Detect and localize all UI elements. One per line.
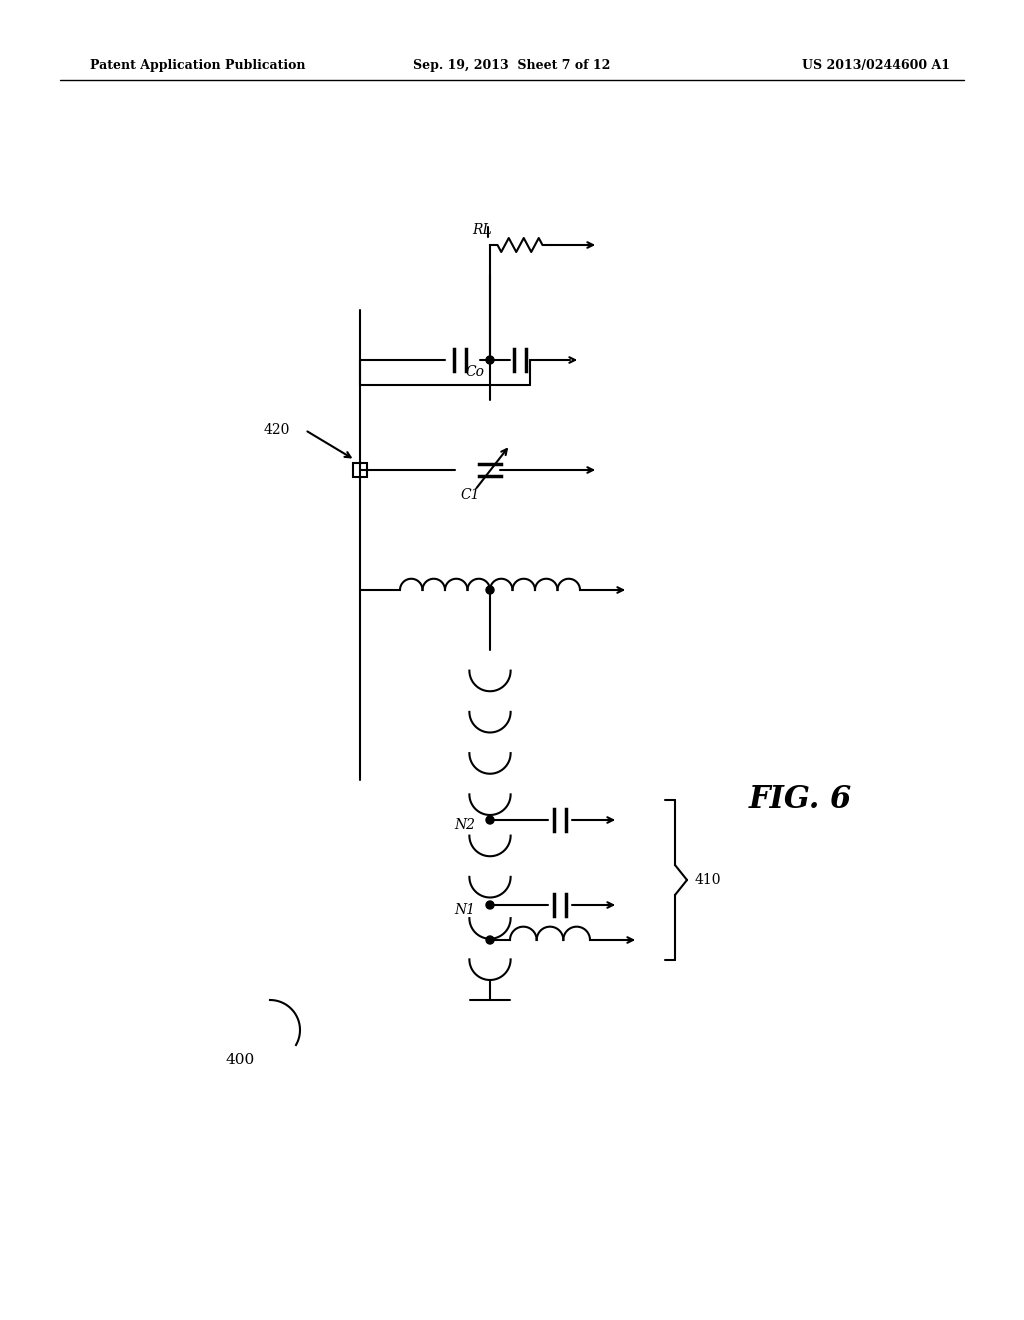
Text: FIG. 6: FIG. 6	[749, 784, 852, 816]
Text: 420: 420	[263, 422, 290, 437]
Circle shape	[486, 936, 494, 944]
Text: Patent Application Publication: Patent Application Publication	[90, 58, 305, 71]
Text: US 2013/0244600 A1: US 2013/0244600 A1	[802, 58, 950, 71]
Text: RL: RL	[472, 223, 492, 238]
Text: Sep. 19, 2013  Sheet 7 of 12: Sep. 19, 2013 Sheet 7 of 12	[414, 58, 610, 71]
Text: 410: 410	[695, 873, 722, 887]
Circle shape	[486, 356, 494, 364]
Text: C1: C1	[460, 488, 480, 502]
Circle shape	[486, 586, 494, 594]
Text: 400: 400	[225, 1053, 255, 1067]
Text: N1: N1	[454, 903, 475, 917]
Circle shape	[486, 902, 494, 909]
Circle shape	[486, 816, 494, 824]
Bar	[353, 463, 367, 477]
Text: Co: Co	[466, 366, 484, 379]
Text: N2: N2	[454, 818, 475, 832]
